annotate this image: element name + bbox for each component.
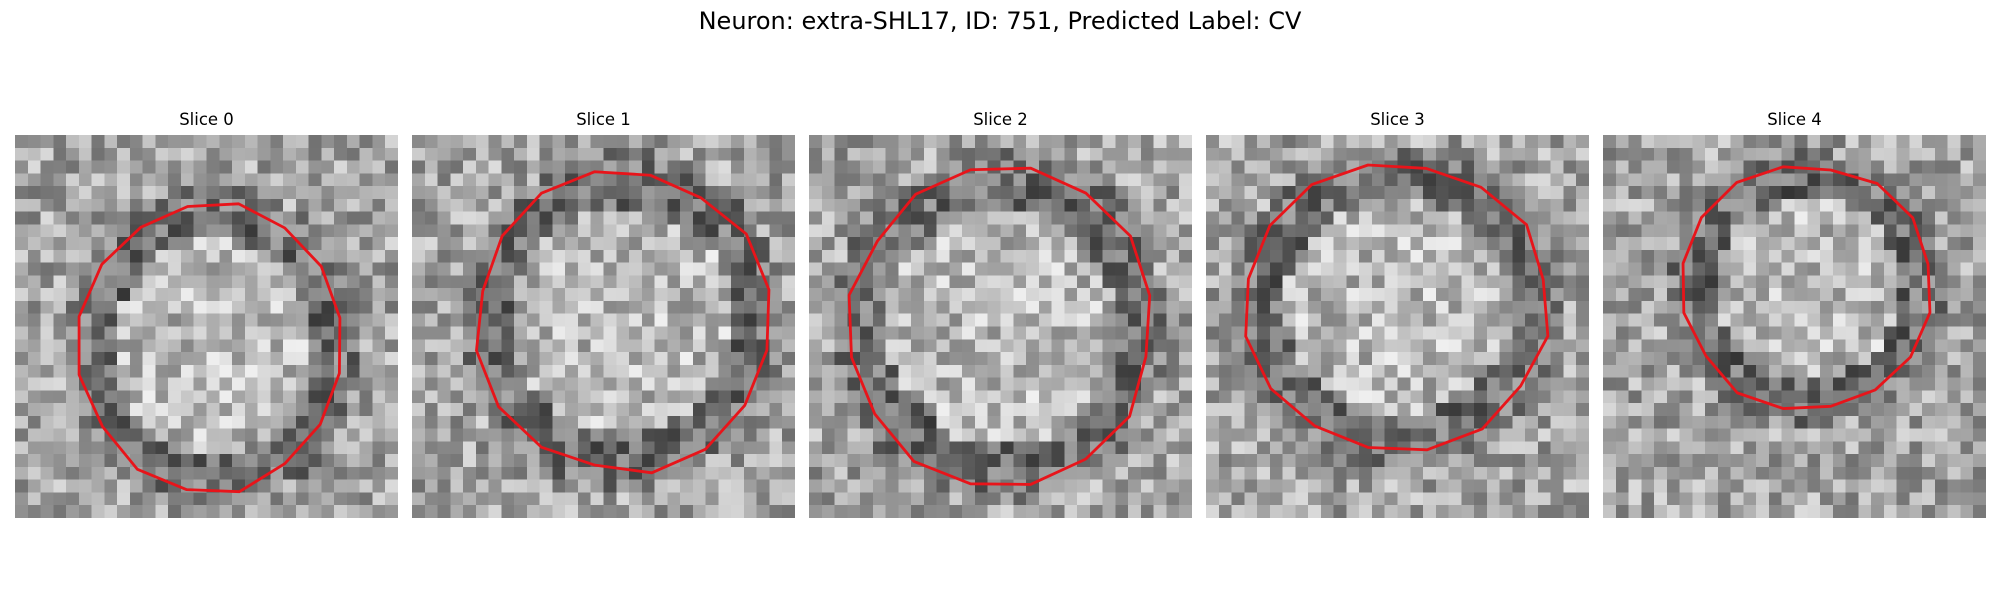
segmentation-contour [1244, 163, 1550, 452]
slice-title: Slice 4 [1767, 110, 1822, 129]
segmentation-contour [1681, 165, 1932, 410]
segmentation-contour [475, 170, 771, 475]
slice-panel-1: Slice 1 [412, 110, 795, 518]
slice-image [15, 135, 398, 518]
slice-image [412, 135, 795, 518]
figure-title: Neuron: extra-SHL17, ID: 751, Predicted … [698, 7, 1302, 35]
slice-image [1206, 135, 1589, 518]
slice-title: Slice 0 [179, 110, 234, 129]
slice-title: Slice 2 [973, 110, 1028, 129]
slice-image [809, 135, 1192, 518]
slice-title: Slice 1 [576, 110, 631, 129]
slice-panel-4: Slice 4 [1603, 110, 1986, 518]
slice-image [1603, 135, 1986, 518]
segmentation-contour [847, 166, 1152, 486]
slice-title: Slice 3 [1370, 110, 1425, 129]
slice-panel-2: Slice 2 [809, 110, 1192, 518]
segmentation-contour [77, 202, 342, 494]
slice-panel-0: Slice 0 [15, 110, 398, 518]
slice-panel-3: Slice 3 [1206, 110, 1589, 518]
